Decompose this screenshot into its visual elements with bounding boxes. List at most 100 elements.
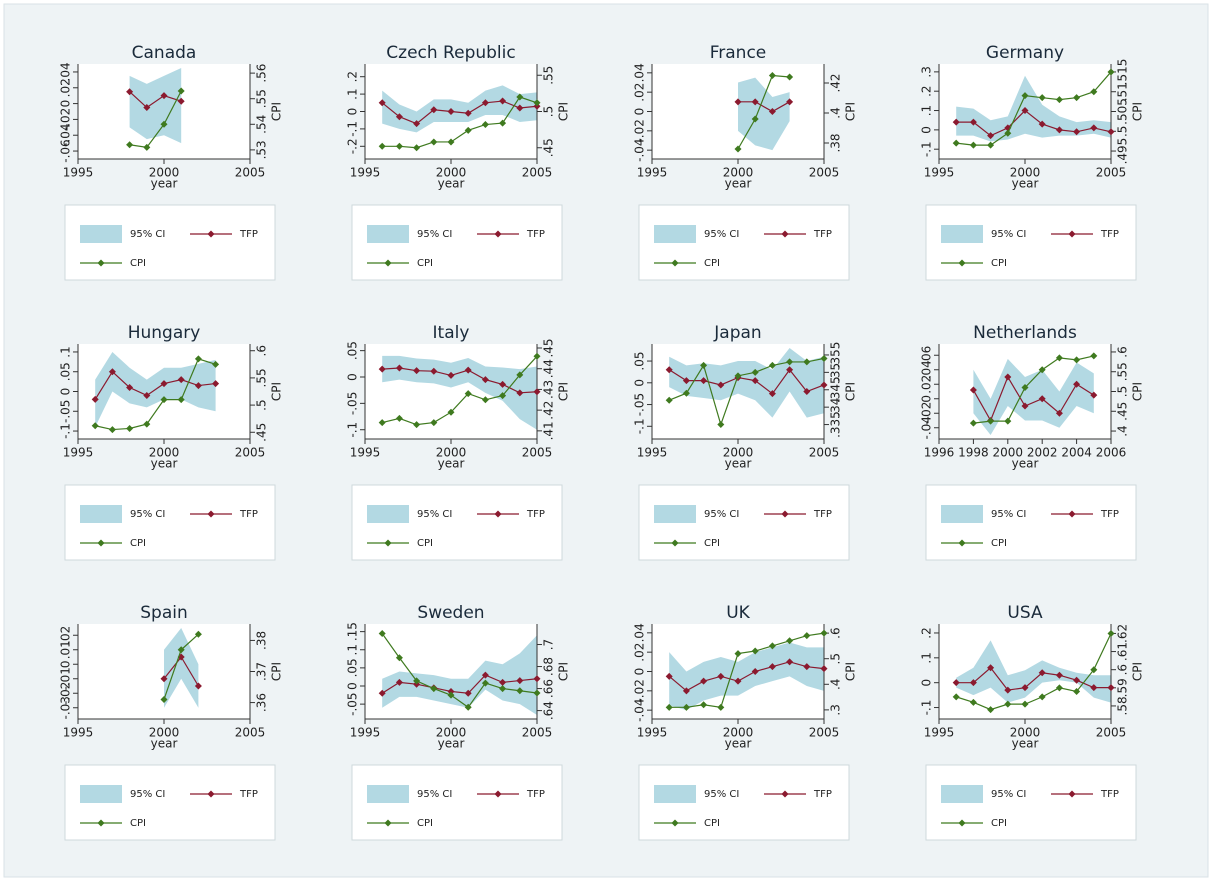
series-marker	[499, 392, 507, 400]
y2-tick-label: .38	[829, 133, 843, 152]
y-tick-label: -.02	[59, 682, 73, 705]
legend-swatch	[367, 225, 409, 243]
y-tick-label: -.1	[346, 121, 360, 137]
y2-tick-label: .5	[1116, 126, 1130, 137]
y2-tick-label: .5	[1116, 386, 1130, 397]
x-axis-label: year	[1012, 457, 1039, 471]
y-tick-label: 0	[59, 660, 73, 668]
series-marker	[987, 664, 995, 672]
legend-label: CPI	[991, 258, 1007, 269]
panel-title: Canada	[132, 43, 197, 63]
y-tick-label: -.02	[920, 402, 934, 425]
x-tick-label: 2000	[1010, 166, 1041, 180]
x-axis-label: year	[151, 177, 178, 191]
legend-label: 95% CI	[704, 229, 739, 240]
y2-axis-label: CPI	[1131, 662, 1145, 681]
y2-tick-label: .6	[1116, 346, 1130, 357]
legend-marker	[781, 790, 789, 798]
y-tick-label: 0	[920, 126, 934, 134]
y-tick-label: .05	[346, 658, 360, 677]
series-line	[956, 633, 1112, 711]
series-marker	[1107, 684, 1115, 692]
x-tick-label: 1995	[350, 726, 381, 740]
y2-tick-label: .55	[1116, 362, 1130, 381]
series-marker	[786, 658, 794, 666]
series-marker	[194, 382, 202, 390]
series-marker	[143, 420, 151, 428]
y-tick-label: .01	[59, 640, 73, 659]
panel-title: Germany	[986, 43, 1064, 63]
series-marker	[700, 677, 708, 685]
x-tick-label: 2000	[1010, 726, 1041, 740]
legend-label: CPI	[130, 258, 146, 269]
y-tick-label: 0	[346, 373, 360, 381]
series-marker	[751, 368, 759, 376]
legend-label: TFP	[239, 789, 258, 800]
series-marker	[447, 687, 455, 695]
series-marker	[786, 358, 794, 366]
series-marker	[820, 381, 828, 389]
series-marker	[516, 104, 524, 112]
series-marker	[481, 376, 489, 384]
series-marker	[717, 381, 725, 389]
legend-label: TFP	[526, 509, 545, 520]
legend-label: 95% CI	[130, 229, 165, 240]
y-tick-label: -.04	[920, 416, 934, 439]
y2-tick-label: .345	[829, 376, 843, 403]
y2-tick-label: .62	[1116, 624, 1130, 643]
series-marker	[734, 650, 742, 658]
y-tick-label: .05	[346, 341, 360, 360]
series-line	[381, 100, 538, 125]
series-marker	[665, 396, 673, 404]
legend-marker	[781, 510, 789, 518]
series-marker	[1055, 126, 1063, 134]
x-axis-label: year	[438, 737, 465, 751]
series-marker	[1021, 92, 1029, 100]
x-tick-label: 1995	[63, 446, 94, 460]
series-marker	[481, 121, 489, 129]
series-marker	[413, 120, 421, 128]
legend-label: 95% CI	[417, 229, 452, 240]
legend-label: CPI	[704, 538, 720, 549]
x-tick-label: 1995	[924, 726, 955, 740]
legend-swatch	[941, 225, 983, 243]
series-marker	[803, 632, 811, 640]
series-marker	[464, 390, 472, 398]
series-marker	[1004, 417, 1012, 425]
legend-marker	[384, 259, 392, 267]
x-tick-label: 2005	[1096, 726, 1127, 740]
y2-tick-label: .45	[1116, 402, 1130, 421]
legend-label: 95% CI	[417, 509, 452, 520]
y-tick-label: 0	[346, 108, 360, 116]
series-marker	[143, 391, 151, 399]
y-tick-label: .04	[633, 63, 647, 82]
y2-tick-label: .5	[255, 399, 269, 410]
legend-marker	[781, 230, 789, 238]
y-tick-label: -.04	[59, 124, 73, 147]
legend-marker	[494, 790, 502, 798]
series-marker	[160, 92, 168, 100]
series-marker	[734, 677, 742, 685]
y2-axis-label: CPI	[557, 102, 571, 121]
series-marker	[464, 109, 472, 117]
series-marker	[464, 126, 472, 134]
ci-band	[669, 348, 824, 418]
x-tick-label: 1995	[637, 446, 668, 460]
series-marker	[1055, 684, 1063, 692]
legend-label: TFP	[813, 789, 832, 800]
series-marker	[481, 679, 489, 687]
legend-swatch	[654, 505, 696, 523]
y2-tick-label: .43	[542, 380, 556, 399]
series-marker	[516, 389, 524, 397]
series-marker	[768, 390, 776, 398]
series-marker	[499, 380, 507, 388]
y2-tick-label: .4	[829, 107, 843, 118]
series-marker	[464, 703, 472, 711]
ci-band	[129, 68, 182, 144]
series-marker	[395, 414, 403, 422]
series-marker	[1004, 129, 1012, 137]
x-axis-label: year	[438, 177, 465, 191]
series-line	[129, 91, 182, 109]
series-marker	[1021, 402, 1029, 410]
series-marker	[1090, 352, 1098, 360]
